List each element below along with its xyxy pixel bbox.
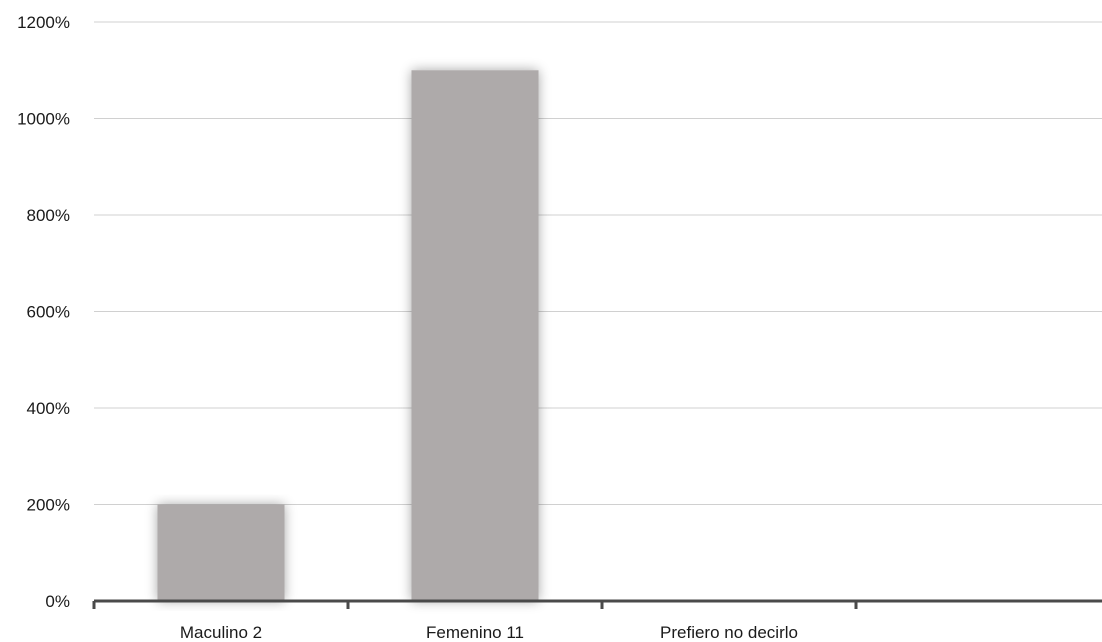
x-tick-label: Prefiero no decirlo bbox=[660, 623, 798, 642]
y-tick-label: 800% bbox=[27, 206, 70, 225]
y-tick-label: 1000% bbox=[17, 110, 70, 129]
y-tick-label: 1200% bbox=[17, 13, 70, 32]
x-tick-label: Femenino 11 bbox=[426, 623, 524, 642]
grid-lines bbox=[94, 21, 1102, 505]
y-tick-label: 200% bbox=[27, 496, 70, 515]
x-axis-labels: Maculino 2 Femenino 11 Prefiero no decirlo bbox=[180, 623, 798, 642]
y-tick-label: 400% bbox=[27, 399, 70, 418]
x-tick-label: Maculino 2 bbox=[180, 623, 262, 642]
y-axis-labels: 0% 200% 400% 600% 800% 1000% 1200% bbox=[17, 13, 70, 611]
bar bbox=[411, 70, 539, 601]
bar bbox=[157, 504, 285, 601]
x-axis bbox=[92, 599, 1102, 609]
bars bbox=[157, 70, 539, 601]
y-tick-label: 600% bbox=[27, 303, 70, 322]
y-tick-label: 0% bbox=[45, 592, 70, 611]
